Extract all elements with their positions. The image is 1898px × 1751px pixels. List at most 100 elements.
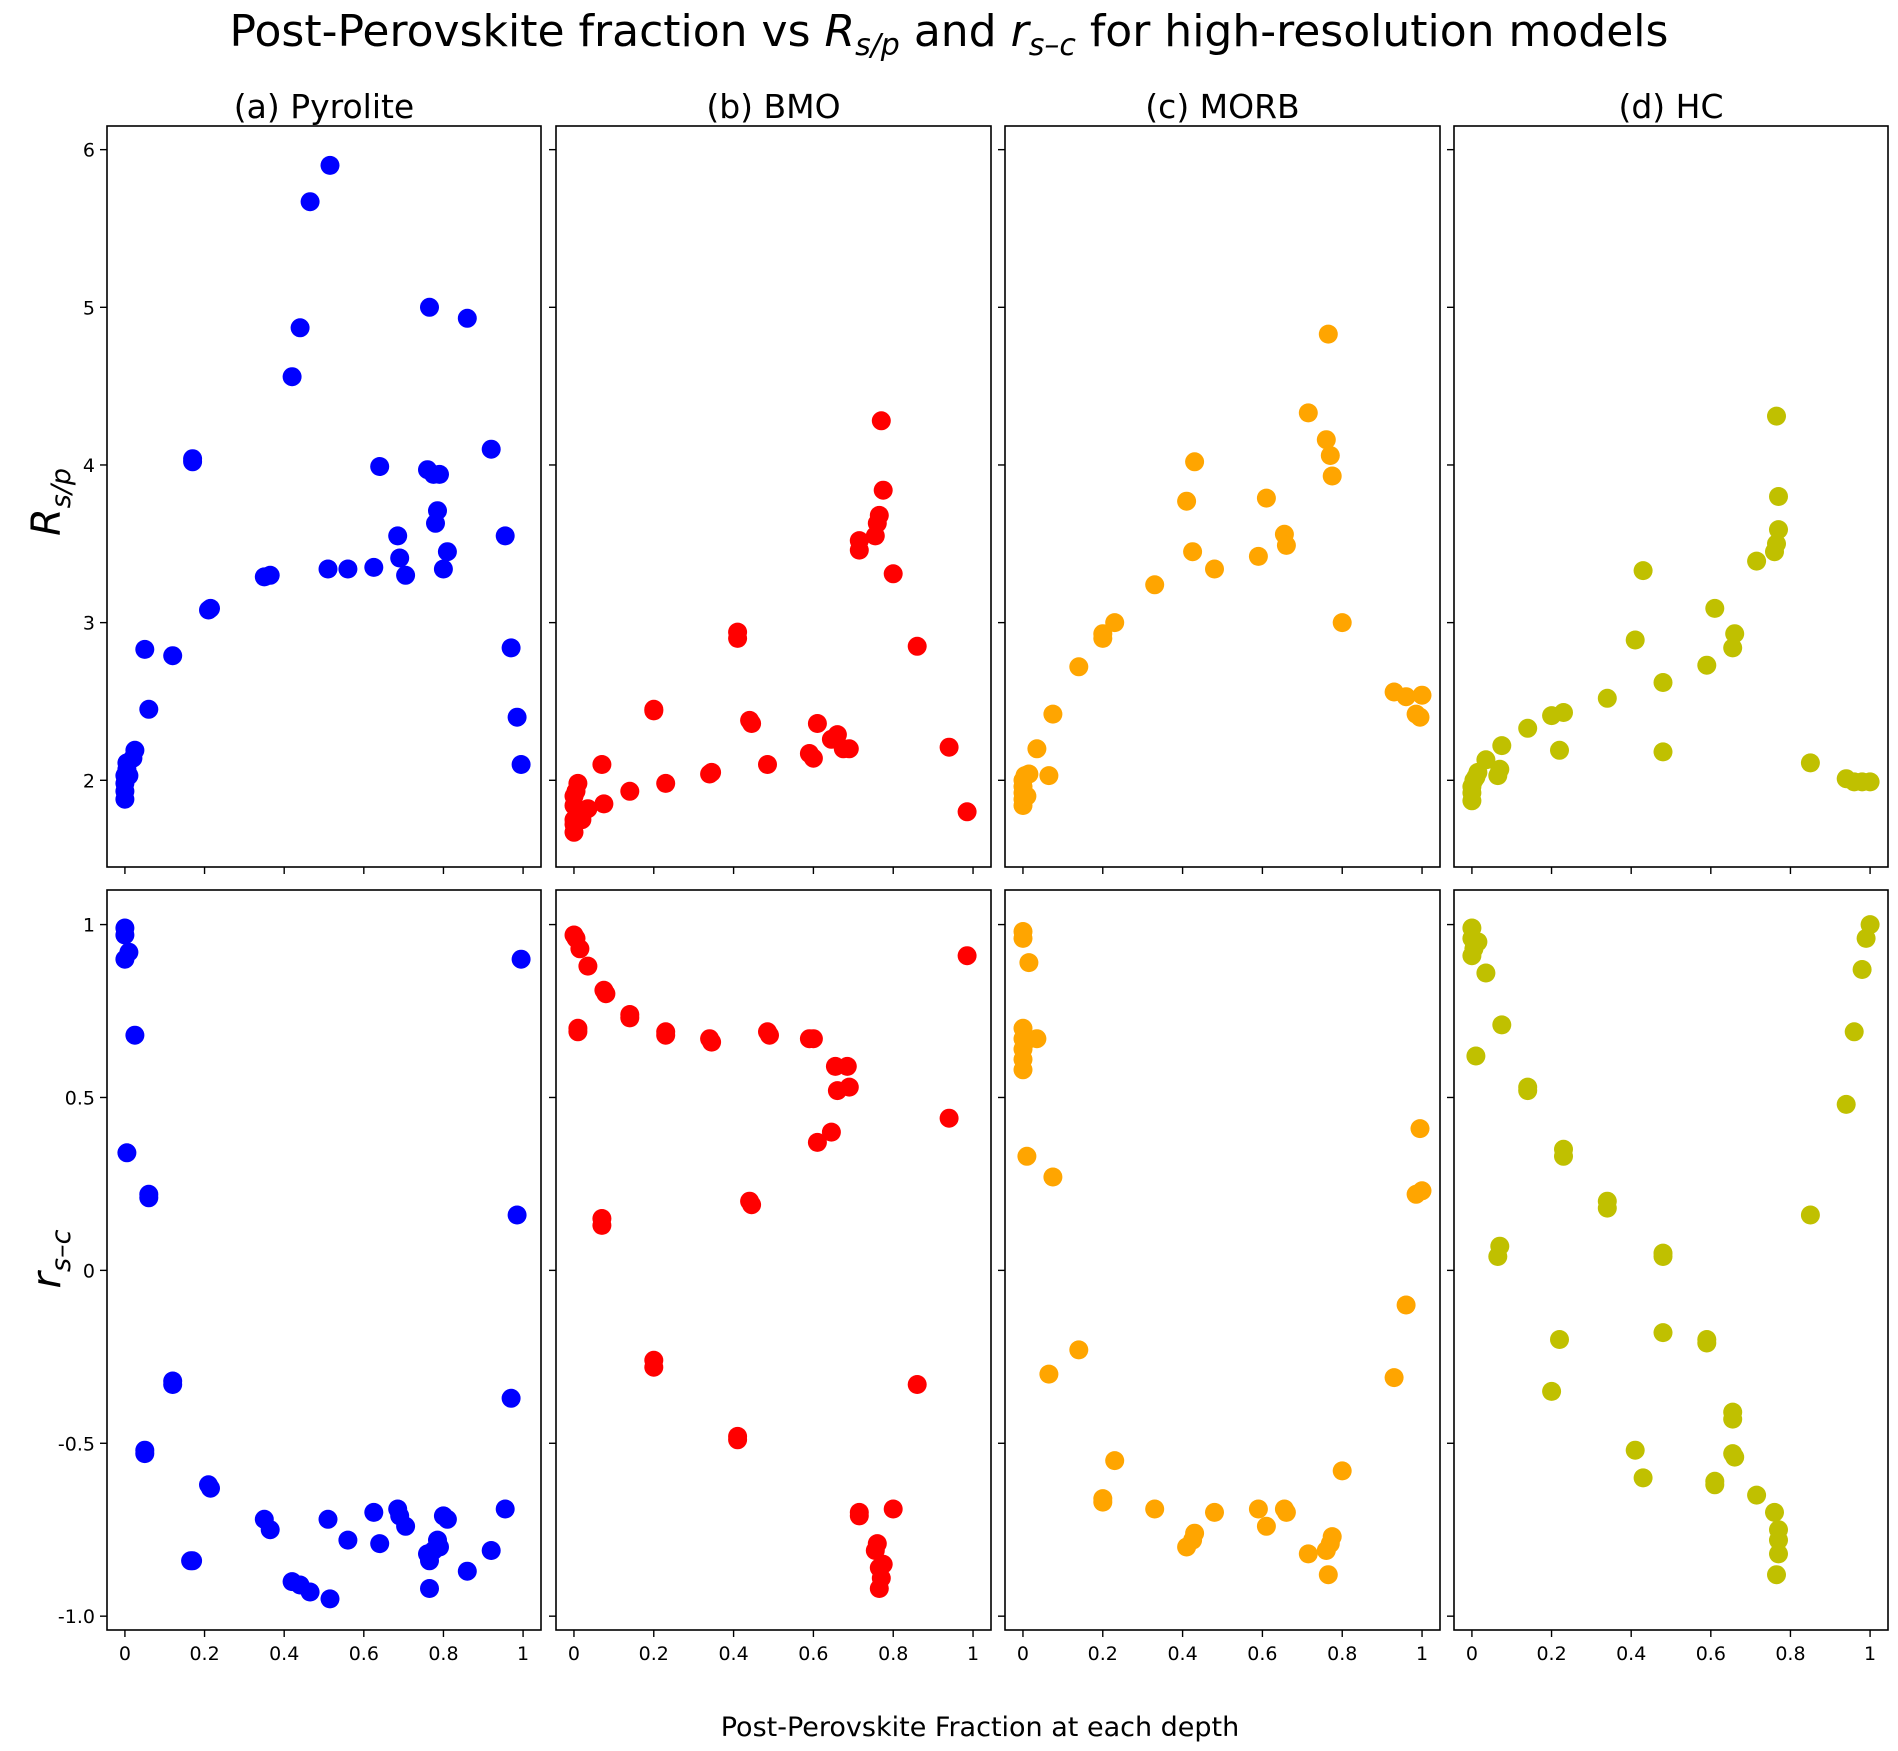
data-point: [728, 628, 748, 648]
data-point: [1332, 1461, 1352, 1481]
x-tick-label: 1: [517, 1643, 529, 1665]
data-point: [803, 1029, 823, 1049]
data-point: [1518, 718, 1538, 738]
data-point: [839, 739, 859, 759]
data-point: [1466, 1046, 1486, 1066]
x-tick-label: 0.2: [189, 1643, 219, 1665]
data-point: [1205, 559, 1224, 579]
data-point: [837, 1056, 857, 1076]
data-point: [1633, 1468, 1653, 1488]
data-point: [481, 439, 501, 459]
data-point: [867, 1534, 887, 1554]
data-point: [1705, 1475, 1725, 1495]
data-point: [1410, 707, 1430, 727]
axes-frame: [555, 889, 992, 1631]
data-point: [396, 1516, 416, 1536]
data-point: [1625, 1440, 1645, 1460]
data-point: [1767, 1565, 1786, 1585]
data-point: [1316, 430, 1336, 450]
data-point: [430, 1537, 449, 1557]
data-point: [1027, 739, 1047, 759]
data-point: [1765, 1502, 1784, 1522]
data-point: [939, 737, 959, 757]
data-point: [1844, 1022, 1864, 1042]
data-point: [620, 1008, 640, 1028]
axes-frame: [555, 125, 992, 868]
data-point: [807, 714, 827, 733]
data-point: [1550, 1330, 1569, 1349]
data-point: [1542, 1381, 1562, 1401]
data-point: [1747, 551, 1767, 571]
axes-frame: [1453, 125, 1889, 868]
data-point: [163, 646, 183, 666]
data-point: [1697, 655, 1717, 675]
data-point: [1177, 491, 1197, 511]
data-point: [907, 636, 927, 656]
data-point: [803, 748, 823, 768]
x-tick-label: 0.8: [1775, 1643, 1805, 1665]
data-point: [511, 755, 531, 774]
axes-frame: [1004, 889, 1441, 1631]
data-point: [1625, 630, 1645, 650]
data-point: [1318, 324, 1338, 344]
data-point: [1276, 535, 1296, 555]
data-point: [1017, 1146, 1037, 1166]
data-point: [957, 802, 977, 822]
data-point: [1412, 1181, 1432, 1201]
data-point: [430, 464, 449, 484]
y-label-top: Rs/p: [24, 468, 77, 536]
data-point: [318, 1509, 338, 1529]
panel-2: (c) MORB 0 0.2 0.4 0.6 0.8 1: [998, 87, 1441, 1665]
y-tick-label: -0.5: [58, 1433, 95, 1455]
data-point: [839, 1077, 859, 1097]
data-point: [849, 531, 869, 551]
x-tick-label: 1: [1416, 1643, 1428, 1665]
data-point: [592, 1215, 612, 1235]
data-point: [702, 1032, 722, 1052]
data-point: [1185, 1523, 1205, 1543]
data-point: [1769, 1544, 1788, 1564]
data-point: [1039, 1364, 1059, 1384]
data-point: [139, 1188, 159, 1208]
data-point: [578, 799, 598, 819]
axes-bottom: 0 0.2 0.4 0.6 0.8 1: [998, 889, 1441, 1665]
x-tick-label: 0.6: [1696, 1643, 1726, 1665]
data-point: [1492, 736, 1512, 756]
data-point: [183, 449, 203, 469]
data-point: [758, 755, 777, 774]
data-point: [1019, 953, 1039, 973]
data-point: [1256, 488, 1276, 508]
data-point: [644, 699, 664, 719]
data-point: [957, 946, 977, 966]
data-point: [1769, 520, 1788, 540]
data-point: [1105, 613, 1125, 633]
data-point: [1800, 753, 1820, 773]
data-point: [1248, 546, 1268, 566]
data-point: [1725, 1447, 1745, 1467]
axes-bottom: 0 0.2 0.4 0.6 0.8 1: [549, 889, 992, 1665]
data-point: [656, 773, 676, 793]
axes-bottom: -1.0 -0.5 0 0.5 1 0 0.2 0.4 0.6 0.8 1: [58, 889, 542, 1665]
x-axis-label: Post-Perovskite Fraction at each depth: [721, 1712, 1240, 1743]
data-point: [260, 565, 280, 585]
data-point: [1069, 657, 1089, 677]
data-point: [1298, 403, 1318, 423]
data-point: [338, 559, 358, 579]
data-point: [1518, 1081, 1538, 1101]
data-point: [320, 1589, 340, 1609]
data-point: [1468, 932, 1488, 952]
panel-0: (a) Pyrolite 2 3 4 5 6 -1.0 -0.5 0 0.5 1 0 0.2 0.4 0.6…: [58, 87, 542, 1665]
data-point: [282, 367, 302, 387]
x-tick-label: 0.6: [349, 1643, 379, 1665]
y-tick-label: 0: [83, 1260, 95, 1282]
data-point: [1725, 624, 1745, 644]
data-point: [1490, 1236, 1510, 1256]
data-point: [457, 308, 477, 328]
data-point: [1322, 1527, 1342, 1547]
data-point: [501, 638, 521, 658]
data-point: [1697, 1333, 1717, 1353]
data-point: [1410, 1119, 1430, 1139]
data-point: [869, 505, 889, 525]
data-point: [433, 559, 453, 579]
data-point: [568, 1022, 588, 1042]
